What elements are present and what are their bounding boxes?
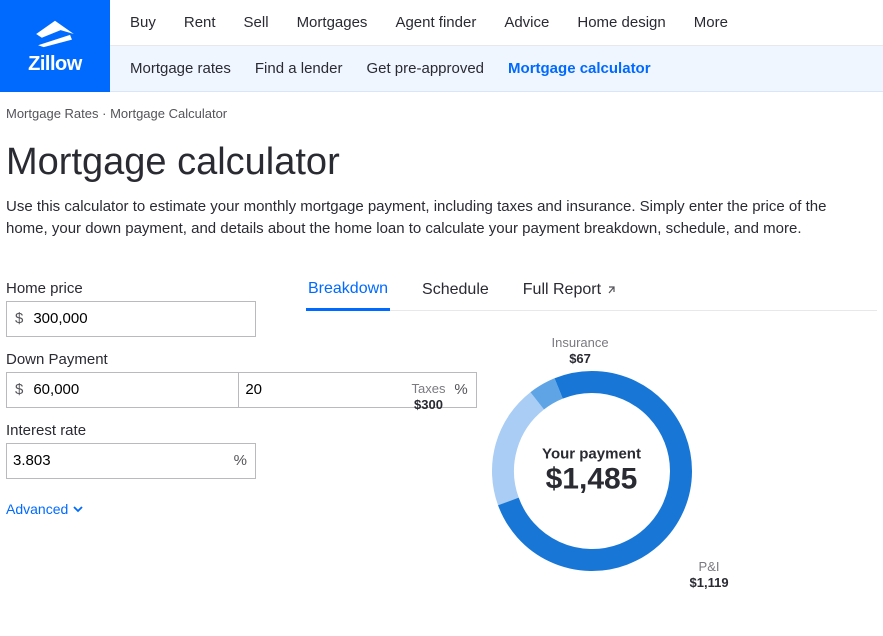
field-interest-rate: Interest rate % — [6, 422, 256, 479]
advanced-label: Advanced — [6, 501, 68, 517]
interest-rate-label: Interest rate — [6, 422, 256, 439]
interest-rate-input[interactable] — [7, 444, 230, 478]
dollar-prefix: $ — [7, 310, 27, 327]
nav-advice[interactable]: Advice — [504, 14, 549, 31]
calculator-area: Home price $ Down Payment $ % — [6, 280, 877, 601]
payment-donut-chart: Your payment $1,485 Taxes $300 Insurance… — [422, 341, 762, 601]
nav-sell[interactable]: Sell — [244, 14, 269, 31]
field-down-payment: Down Payment $ % — [6, 351, 256, 408]
result-column: Breakdown Schedule Full Report Your paym… — [306, 280, 877, 601]
tab-schedule[interactable]: Schedule — [420, 280, 491, 310]
nav-rent[interactable]: Rent — [184, 14, 216, 31]
home-price-input-wrap[interactable]: $ — [6, 301, 256, 337]
breadcrumb: Mortgage Rates · Mortgage Calculator — [6, 92, 877, 127]
down-payment-label: Down Payment — [6, 351, 256, 368]
primary-nav: Buy Rent Sell Mortgages Agent finder Adv… — [110, 0, 883, 46]
subnav-get-preapproved[interactable]: Get pre-approved — [366, 60, 484, 77]
center-label: Your payment — [542, 445, 641, 462]
pct-suffix: % — [230, 452, 255, 469]
top-bar: Zillow Buy Rent Sell Mortgages Agent fin… — [0, 0, 883, 92]
logo[interactable]: Zillow — [0, 0, 110, 92]
nav-stack: Buy Rent Sell Mortgages Agent finder Adv… — [110, 0, 883, 92]
external-link-icon — [607, 285, 617, 295]
nav-more[interactable]: More — [694, 14, 728, 31]
secondary-nav: Mortgage rates Find a lender Get pre-app… — [110, 46, 883, 92]
tab-breakdown[interactable]: Breakdown — [306, 280, 390, 311]
home-price-label: Home price — [6, 280, 256, 297]
nav-agent-finder[interactable]: Agent finder — [395, 14, 476, 31]
tab-full-report[interactable]: Full Report — [521, 280, 619, 310]
center-value: $1,485 — [542, 462, 641, 496]
advanced-toggle[interactable]: Advanced — [6, 501, 84, 517]
down-payment-input[interactable] — [27, 373, 238, 407]
result-tabs: Breakdown Schedule Full Report — [306, 280, 877, 311]
field-home-price: Home price $ — [6, 280, 256, 337]
chevron-down-icon — [72, 503, 84, 515]
donut-center: Your payment $1,485 — [542, 445, 641, 496]
subnav-mortgage-rates[interactable]: Mortgage rates — [130, 60, 231, 77]
subnav-find-lender[interactable]: Find a lender — [255, 60, 343, 77]
crumb-0[interactable]: Mortgage Rates — [6, 106, 99, 121]
label-pi: P&I $1,119 — [690, 559, 729, 593]
page-description: Use this calculator to estimate your mon… — [6, 196, 866, 280]
nav-buy[interactable]: Buy — [130, 14, 156, 31]
dollar-prefix: $ — [7, 381, 27, 398]
crumb-sep: · — [102, 106, 110, 121]
down-payment-input-wrap[interactable]: $ — [6, 372, 239, 408]
label-insurance: Insurance $67 — [552, 335, 609, 369]
nav-mortgages[interactable]: Mortgages — [297, 14, 368, 31]
interest-rate-input-wrap[interactable]: % — [6, 443, 256, 479]
logo-text: Zillow — [28, 53, 82, 76]
content: Mortgage Rates · Mortgage Calculator Mor… — [0, 92, 883, 601]
page-title: Mortgage calculator — [6, 127, 877, 196]
subnav-mortgage-calculator[interactable]: Mortgage calculator — [508, 60, 651, 77]
label-taxes: Taxes $300 — [412, 381, 446, 415]
home-price-input[interactable] — [27, 302, 255, 336]
form-column: Home price $ Down Payment $ % — [6, 280, 256, 601]
zillow-logo-icon — [32, 17, 78, 49]
crumb-1[interactable]: Mortgage Calculator — [110, 106, 227, 121]
nav-home-design[interactable]: Home design — [577, 14, 665, 31]
